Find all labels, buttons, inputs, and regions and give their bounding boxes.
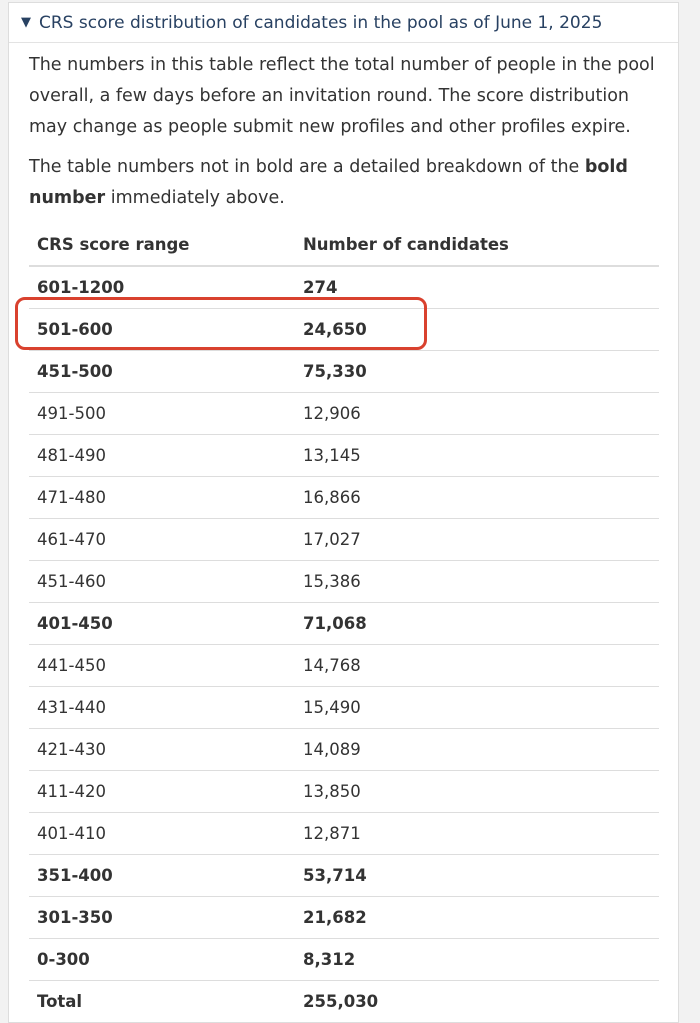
- crs-score-range-cell: 441-450: [29, 644, 295, 687]
- candidate-count-cell: 17,027: [295, 518, 659, 561]
- candidate-count-cell: 53,714: [295, 854, 659, 897]
- table-row: 401-410 12,871: [29, 812, 659, 855]
- table-row: 421-430 14,089: [29, 728, 659, 771]
- crs-distribution-table: CRS score range Number of candidates 601…: [29, 224, 659, 1022]
- crs-score-range-cell: 461-470: [29, 518, 295, 561]
- table-row: 441-450 14,768: [29, 644, 659, 687]
- table-total-row: Total 255,030: [29, 980, 659, 1022]
- details-panel: ▼ CRS score distribution of candidates i…: [8, 2, 679, 1023]
- details-content: The numbers in this table reflect the to…: [9, 50, 678, 1022]
- crs-score-range-cell: 401-410: [29, 812, 295, 855]
- table-row: 411-420 13,850: [29, 770, 659, 813]
- table-row: 501-600 24,650: [29, 308, 659, 351]
- table-row: 301-350 21,682: [29, 896, 659, 939]
- details-summary-title: CRS score distribution of candidates in …: [39, 12, 603, 33]
- table-row: 471-480 16,866: [29, 476, 659, 519]
- candidate-count-cell: 274: [295, 266, 659, 309]
- table-row: 401-450 71,068: [29, 602, 659, 645]
- breakdown-note-prefix: The table numbers not in bold are a deta…: [29, 157, 585, 177]
- breakdown-note-bold: bold number: [29, 157, 628, 208]
- crs-score-range-cell: 0-300: [29, 938, 295, 981]
- details-summary-toggle[interactable]: ▼ CRS score distribution of candidates i…: [9, 3, 678, 43]
- candidate-count-cell: 15,490: [295, 686, 659, 729]
- crs-score-range-cell: 471-480: [29, 476, 295, 519]
- header-crs-score-range: CRS score range: [29, 224, 295, 267]
- crs-score-range-cell: 491-500: [29, 392, 295, 435]
- table-row: 491-500 12,906: [29, 392, 659, 435]
- candidate-count-cell: 15,386: [295, 560, 659, 603]
- candidate-count-cell: 14,089: [295, 728, 659, 771]
- header-number-of-candidates: Number of candidates: [295, 224, 659, 267]
- candidate-count-cell: 14,768: [295, 644, 659, 687]
- crs-score-range-cell: 401-450: [29, 602, 295, 645]
- crs-score-range-cell: 351-400: [29, 854, 295, 897]
- table-row: 451-500 75,330: [29, 350, 659, 393]
- table-row: 431-440 15,490: [29, 686, 659, 729]
- table-row: 461-470 17,027: [29, 518, 659, 561]
- table-body: 601-1200 274 501-600 24,650 451-500 75,330 491…: [29, 266, 659, 1022]
- crs-score-range-cell: 431-440: [29, 686, 295, 729]
- candidate-count-cell: 255,030: [303, 991, 379, 1011]
- triangle-down-icon: ▼: [21, 15, 31, 30]
- crs-score-range-cell: 421-430: [29, 728, 295, 771]
- crs-score-range-cell: 451-500: [29, 350, 295, 393]
- breakdown-note-suffix: immediately above.: [105, 188, 285, 208]
- candidate-count-cell: 24,650: [295, 308, 659, 351]
- crs-score-range-cell: Total: [37, 991, 83, 1011]
- candidate-count-cell: 75,330: [295, 350, 659, 393]
- candidate-count-cell: 13,850: [295, 770, 659, 813]
- intro-paragraph: The numbers in this table reflect the to…: [29, 55, 655, 137]
- candidate-count-cell: 21,682: [295, 896, 659, 939]
- table-header: CRS score range Number of candidates: [29, 224, 659, 267]
- crs-score-range-cell: 451-460: [29, 560, 295, 603]
- table-header-row: CRS score range Number of candidates: [29, 224, 659, 267]
- table-row: 0-300 8,312: [29, 938, 659, 981]
- candidate-count-cell: 71,068: [295, 602, 659, 645]
- candidate-count-cell: 12,906: [295, 392, 659, 435]
- crs-score-range-cell: 501-600: [29, 308, 295, 351]
- table-row: 351-400 53,714: [29, 854, 659, 897]
- crs-score-range-cell: 301-350: [29, 896, 295, 939]
- crs-score-range-cell: 411-420: [29, 770, 295, 813]
- candidate-count-cell: 8,312: [295, 938, 659, 981]
- table-row: 451-460 15,386: [29, 560, 659, 603]
- crs-score-range-cell: 481-490: [29, 434, 295, 477]
- candidate-count-cell: 12,871: [295, 812, 659, 855]
- crs-score-range-cell: 601-1200: [29, 266, 295, 309]
- table-row: 601-1200 274: [29, 266, 659, 309]
- breakdown-note-paragraph: The table numbers not in bold are a deta…: [29, 152, 658, 214]
- table-row: 481-490 13,145: [29, 434, 659, 477]
- candidate-count-cell: 13,145: [295, 434, 659, 477]
- candidate-count-cell: 16,866: [295, 476, 659, 519]
